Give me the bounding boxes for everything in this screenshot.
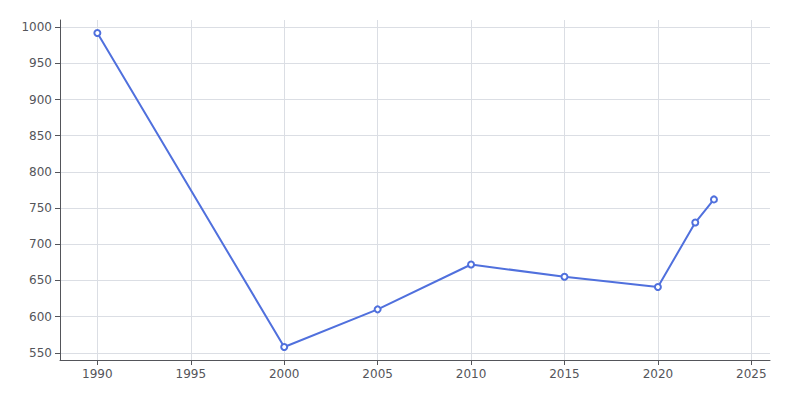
- svg-text:900: 900: [29, 93, 52, 107]
- svg-text:2000: 2000: [269, 367, 300, 381]
- svg-text:2015: 2015: [549, 367, 580, 381]
- svg-text:600: 600: [29, 310, 52, 324]
- svg-text:2020: 2020: [643, 367, 674, 381]
- svg-text:2005: 2005: [362, 367, 393, 381]
- svg-text:800: 800: [29, 165, 52, 179]
- svg-text:1000: 1000: [21, 20, 52, 34]
- svg-text:550: 550: [29, 346, 52, 360]
- svg-text:650: 650: [29, 273, 52, 287]
- svg-text:850: 850: [29, 129, 52, 143]
- svg-text:700: 700: [29, 237, 52, 251]
- svg-text:750: 750: [29, 201, 52, 215]
- svg-text:950: 950: [29, 56, 52, 70]
- svg-text:2010: 2010: [456, 367, 487, 381]
- svg-text:2025: 2025: [736, 367, 767, 381]
- svg-text:1995: 1995: [176, 367, 207, 381]
- svg-text:1990: 1990: [82, 367, 113, 381]
